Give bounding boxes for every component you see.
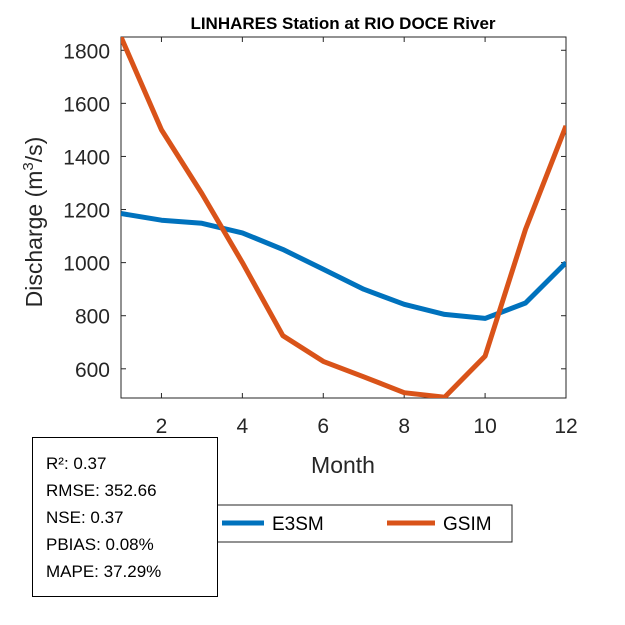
series-line-gsim	[121, 37, 566, 398]
y-tick-label: 1200	[63, 200, 110, 223]
y-axis-label: Discharge (m3/s)	[20, 137, 47, 308]
stat-pbias: PBIAS: 0.08%	[46, 535, 154, 554]
x-tick-label: 8	[398, 415, 410, 438]
x-tick-label: 2	[156, 415, 168, 438]
y-tick-label: 1400	[63, 146, 110, 169]
stat-r2: R²: 0.37	[46, 454, 107, 473]
legend-label-gsim: GSIM	[443, 514, 492, 535]
chart-title: LINHARES Station at RIO DOCE River	[190, 14, 495, 33]
stats-box: R²: 0.37 RMSE: 352.66 NSE: 0.37 PBIAS: 0…	[32, 437, 218, 597]
series-line-e3sm	[121, 211, 566, 321]
plot-area: 2 4 6 8 10 12 600 800 1000 1200 1400 1600 1800	[63, 36, 578, 438]
x-tick-label: 6	[317, 415, 329, 438]
y-tick-label: 1000	[63, 253, 110, 276]
y-tick-label: 800	[75, 306, 110, 329]
y-tick-label: 1600	[63, 93, 110, 116]
x-tick-label: 10	[473, 415, 496, 438]
x-tick-label: 12	[554, 415, 577, 438]
y-tick-label: 600	[75, 359, 110, 382]
y-axis-label-superscript: 3	[20, 162, 37, 170]
legend: E3SM GSIM	[174, 504, 513, 543]
y-tick-label: 1800	[63, 40, 110, 63]
legend-label-e3sm: E3SM	[272, 514, 324, 535]
x-axis-label: Month	[311, 452, 375, 478]
y-axis-label-prefix: Discharge (m	[21, 171, 47, 308]
stat-nse: NSE: 0.37	[46, 508, 124, 527]
stat-rmse: RMSE: 352.66	[46, 481, 157, 500]
axes-box	[120, 36, 567, 399]
y-axis-label-suffix: /s)	[21, 137, 47, 163]
stat-mape: MAPE: 37.29%	[46, 562, 162, 581]
x-tick-label: 4	[237, 415, 249, 438]
